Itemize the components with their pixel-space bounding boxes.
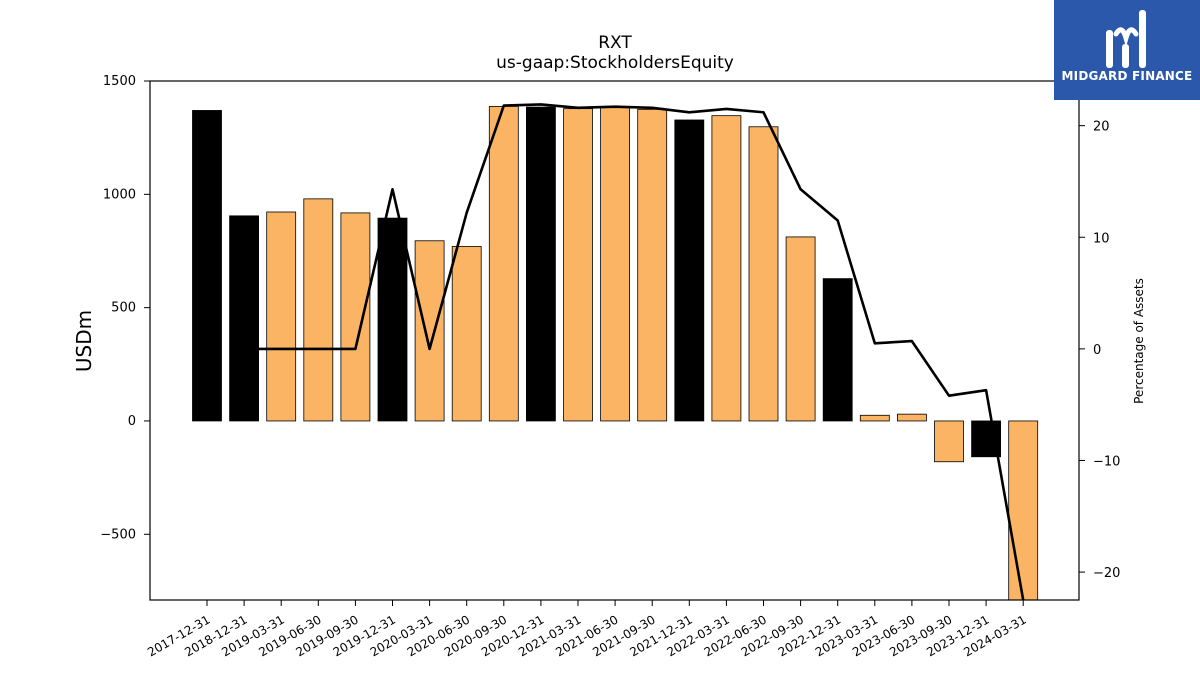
bar-2018-12-31 <box>229 215 260 422</box>
bar-2024-03-31 <box>1008 420 1039 601</box>
bar-2020-03-31 <box>414 240 445 422</box>
line-layer <box>244 103 1025 601</box>
y2-tick-label: 0 <box>1093 343 1101 358</box>
midgard-finance-logo: MIDGARD FINANCE <box>1054 0 1200 100</box>
bar-2021-06-30 <box>600 106 630 422</box>
y2-tick-label: −10 <box>1093 454 1120 469</box>
y2-axis-label: Percentage of Assets <box>1132 278 1146 404</box>
bar-2017-12-31 <box>192 110 222 422</box>
bar-2023-03-31 <box>859 414 890 422</box>
y2-axis: −20 −10 0 10 20 <box>1079 120 1120 581</box>
bar-2021-12-31 <box>674 119 705 422</box>
chart-title: RXT <box>598 33 632 53</box>
bar-2023-06-30 <box>897 413 927 422</box>
bar-2019-09-30 <box>340 212 371 422</box>
bar-2021-09-30 <box>637 108 668 422</box>
bar-2022-12-31 <box>822 278 853 422</box>
logo-text: MIDGARD FINANCE <box>1061 69 1193 83</box>
y-axis-label: USDm <box>72 310 96 372</box>
bar-2023-09-30 <box>934 420 964 463</box>
y-axis: −500 0 500 1000 1500 <box>100 74 150 542</box>
y2-tick-label: 20 <box>1093 120 1110 135</box>
y-tick-label: −500 <box>100 527 136 542</box>
y-tick-label: 500 <box>111 301 136 316</box>
bar-2021-03-31 <box>563 108 593 422</box>
bar-2020-12-31 <box>526 106 556 422</box>
midgard-logo-icon <box>1106 10 1146 68</box>
y-tick-label: 1000 <box>103 187 136 202</box>
y2-tick-label: −20 <box>1093 566 1120 581</box>
chart-subtitle: us-gaap:StockholdersEquity <box>496 53 734 73</box>
bar-2022-06-30 <box>748 126 779 422</box>
bars-layer <box>192 105 1039 601</box>
bar-2019-06-30 <box>303 198 334 422</box>
percentage-of-assets-line <box>244 103 1025 601</box>
y-tick-label: 1500 <box>103 74 136 89</box>
plot-frame <box>149 80 1080 601</box>
bar-2019-12-31 <box>377 217 408 422</box>
bar-2022-09-30 <box>785 236 816 422</box>
y-tick-label: 0 <box>128 414 136 429</box>
x-axis: 2017-12-312018-12-312019-03-312019-06-30… <box>145 600 1029 659</box>
bar-2020-06-30 <box>451 246 482 422</box>
bar-2019-03-31 <box>266 211 297 422</box>
bar-2020-09-30 <box>488 105 519 422</box>
bar-2022-03-31 <box>711 115 742 422</box>
y2-tick-label: 10 <box>1093 231 1110 246</box>
